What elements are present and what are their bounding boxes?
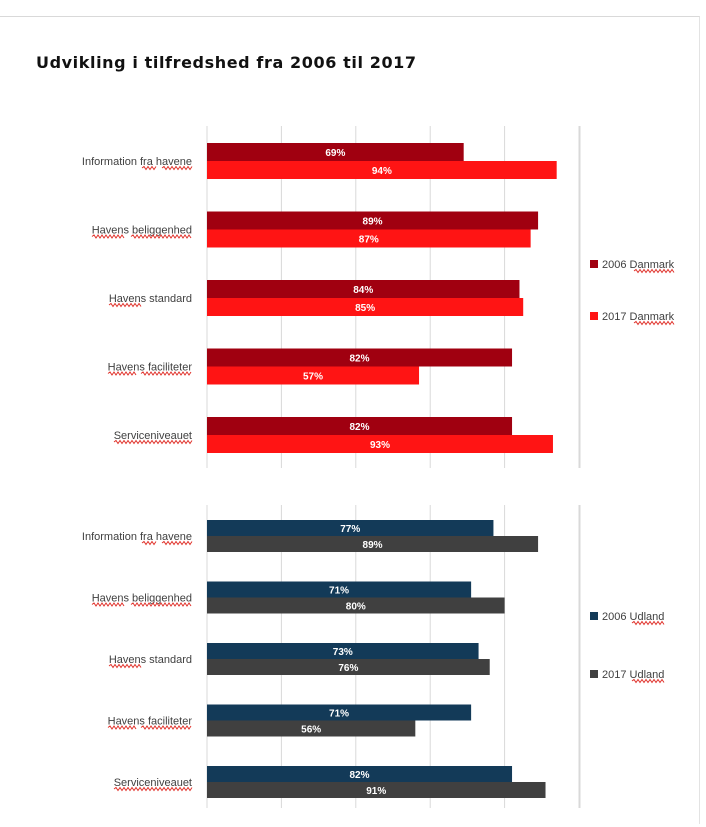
spellcheck-underline [130, 602, 192, 607]
chart-frame [0, 16, 700, 824]
bar [207, 211, 539, 230]
bar [207, 229, 531, 248]
legend-swatch [590, 312, 598, 320]
category-label: Information fra havene [82, 156, 192, 168]
legend-label: 2017 Udland [602, 669, 664, 681]
spellcheck-underline [107, 725, 137, 730]
data-label: 89% [363, 540, 383, 551]
data-label: 85% [355, 303, 375, 314]
spellcheck-underline [633, 320, 675, 326]
spellcheck-underline [161, 540, 193, 546]
legend-label: 2006 Udland [602, 611, 664, 623]
category-label: Havens faciliteter [108, 716, 193, 728]
bar [207, 298, 524, 316]
bar [207, 520, 494, 536]
spellcheck-underline [140, 725, 192, 730]
bar [207, 366, 420, 385]
data-label: 56% [301, 725, 321, 736]
bar [207, 643, 479, 659]
data-label: 69% [325, 148, 345, 159]
legend-swatch [590, 670, 598, 678]
spellcheck-underline [633, 268, 675, 274]
bar [207, 435, 553, 453]
legend-label: 2006 Danmark [602, 259, 675, 271]
spellcheck-underline [141, 165, 157, 171]
spellcheck-underline [140, 371, 192, 376]
category-label: Havens standard [109, 293, 192, 305]
bar [207, 782, 546, 798]
spellcheck-underline [141, 540, 157, 546]
data-label: 94% [372, 166, 392, 177]
category-label: Havens faciliteter [108, 362, 193, 374]
data-label: 76% [338, 663, 358, 674]
data-label: 82% [350, 770, 370, 781]
category-label: Havens beliggenhed [92, 225, 192, 237]
spellcheck-underline [108, 302, 142, 308]
bar [207, 704, 472, 721]
legend-label: 2017 Danmark [602, 311, 675, 323]
data-label: 77% [340, 524, 360, 535]
data-label: 82% [350, 354, 370, 365]
bar [207, 161, 557, 179]
bar [207, 720, 416, 737]
spellcheck-underline [631, 678, 665, 684]
legend-swatch [590, 612, 598, 620]
data-label: 82% [350, 422, 370, 433]
data-label: 80% [346, 602, 366, 613]
spellcheck-underline [107, 371, 137, 376]
data-label: 71% [329, 586, 349, 597]
spellcheck-underline [108, 663, 142, 669]
data-label: 91% [366, 786, 386, 797]
spellcheck-underline [113, 786, 193, 792]
data-label: 73% [333, 647, 353, 658]
data-label: 57% [303, 372, 323, 383]
data-label: 84% [353, 285, 373, 296]
bar [207, 536, 539, 552]
chart-title: Udvikling i tilfredshed fra 2006 til 201… [36, 53, 417, 72]
bar [207, 417, 513, 435]
spellcheck-underline [161, 165, 193, 171]
bar [207, 280, 520, 298]
spellcheck-underline [130, 234, 192, 239]
data-label: 71% [329, 709, 349, 720]
bar [207, 348, 513, 367]
data-label: 93% [370, 440, 390, 451]
spellcheck-underline [631, 620, 665, 626]
category-label: Havens beliggenhed [92, 593, 192, 605]
bar [207, 597, 505, 614]
legend-swatch [590, 260, 598, 268]
spellcheck-underline [91, 602, 125, 607]
category-label: Serviceniveauet [114, 777, 192, 789]
category-label: Information fra havene [82, 531, 192, 543]
bar [207, 766, 513, 782]
bar [207, 143, 464, 161]
category-label: Havens standard [109, 654, 192, 666]
data-label: 87% [359, 235, 379, 246]
spellcheck-underline [91, 234, 125, 239]
data-label: 89% [363, 217, 383, 228]
bar [207, 659, 490, 675]
spellcheck-underline [113, 439, 193, 445]
bar [207, 581, 472, 598]
category-label: Serviceniveauet [114, 430, 192, 442]
